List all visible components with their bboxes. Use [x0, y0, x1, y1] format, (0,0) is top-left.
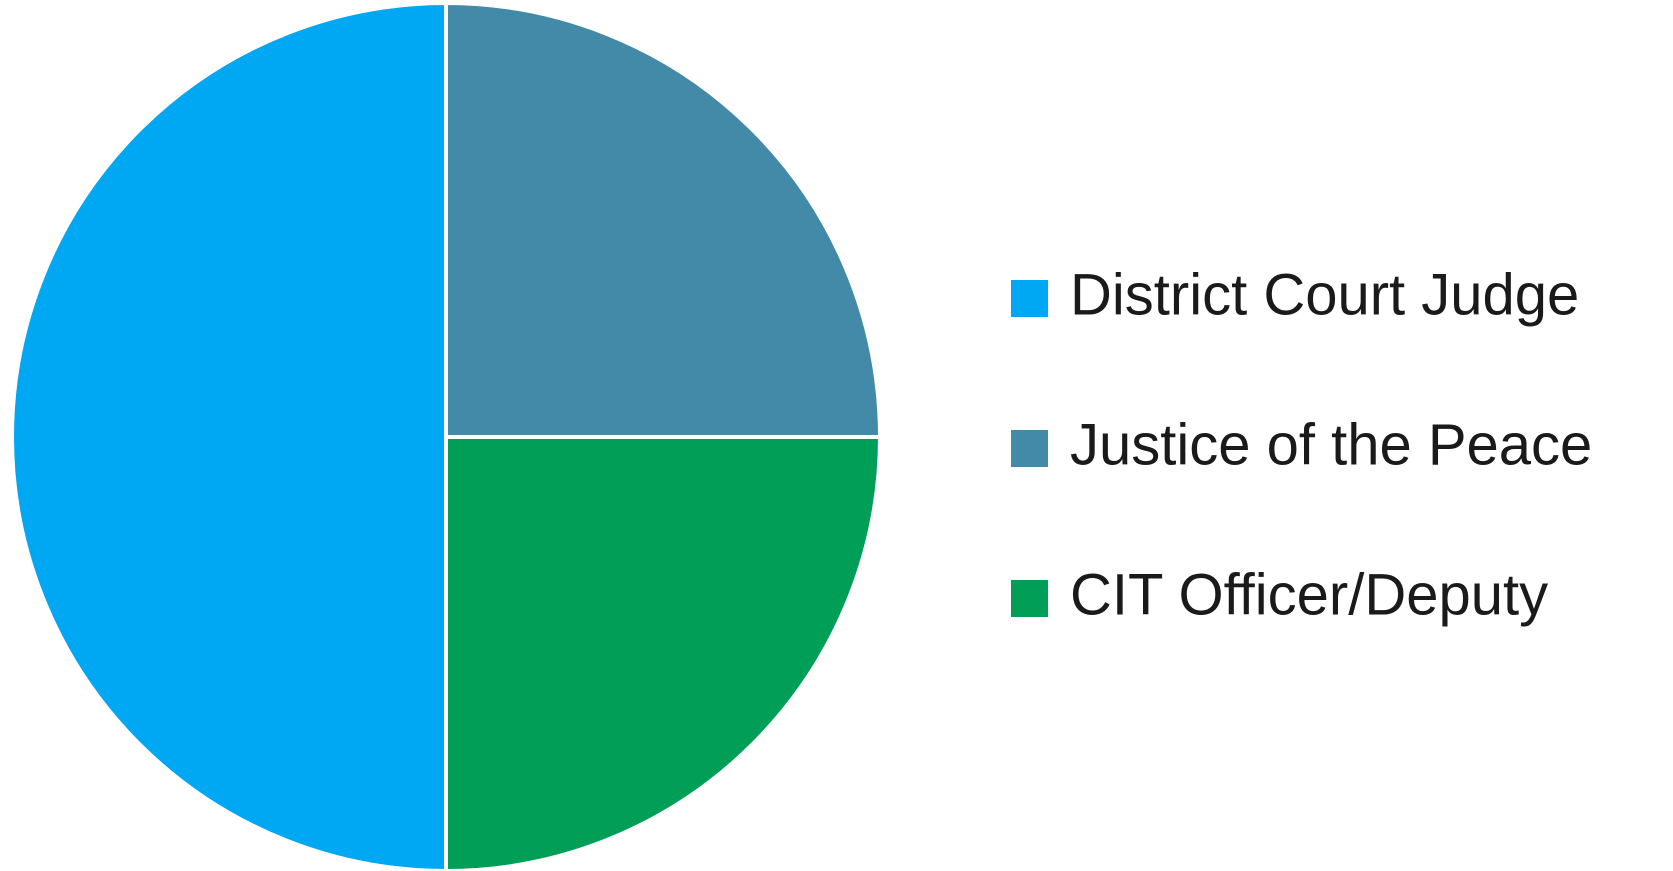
legend-swatch [1011, 280, 1048, 317]
legend-swatch [1011, 430, 1048, 467]
legend-label: Justice of the Peace [1070, 412, 1592, 477]
pie-slice [444, 435, 883, 871]
legend-label: CIT Officer/Deputy [1070, 562, 1548, 627]
pie-slice [444, 0, 883, 439]
legend-label: District Court Judge [1070, 262, 1579, 327]
legend-swatch [1011, 580, 1048, 617]
pie-slice [10, 0, 448, 871]
